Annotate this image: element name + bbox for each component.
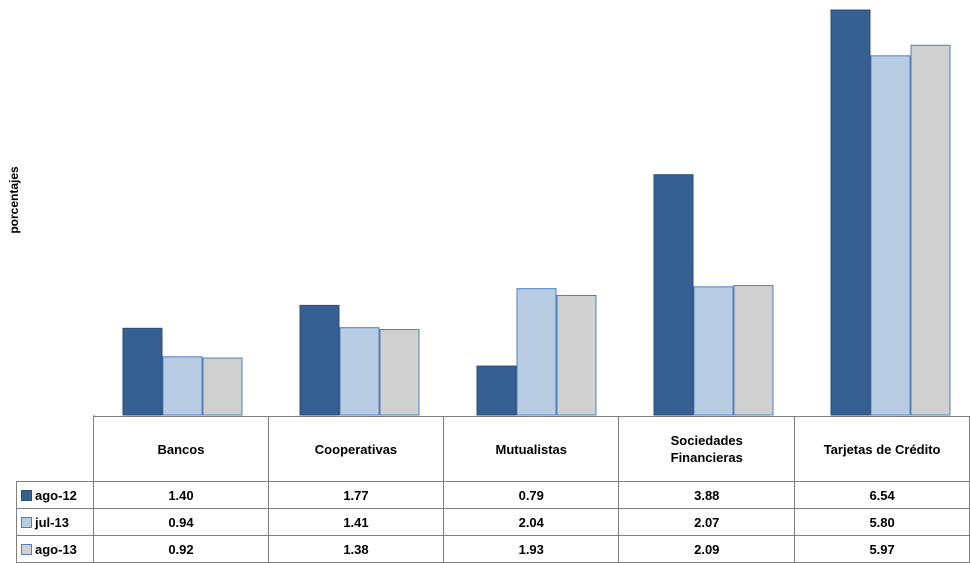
table-cell: 1.38 xyxy=(267,535,445,563)
bar-jul-13-3 xyxy=(693,286,734,416)
legend-entry-ago-13: ago-13 xyxy=(15,535,95,563)
table-cell: 5.80 xyxy=(794,508,970,536)
bar-ago-13-4 xyxy=(910,44,951,416)
table-row: ago-13 0.92 1.38 1.93 2.09 5.97 xyxy=(15,535,970,563)
table-cell: 0.92 xyxy=(93,535,269,563)
bar-ago-13-0 xyxy=(202,357,243,416)
bar-ago-12-3 xyxy=(653,174,694,416)
table-row: jul-13 0.94 1.41 2.04 2.07 5.80 xyxy=(15,508,970,536)
bar-ago-12-4 xyxy=(830,9,871,416)
bar-ago-12-1 xyxy=(299,304,340,416)
legend-label: jul-13 xyxy=(35,514,69,530)
bar-jul-13-0 xyxy=(162,356,203,416)
table-cell: 5.97 xyxy=(794,535,970,563)
legend-label: ago-13 xyxy=(35,541,77,557)
table-cell: 2.09 xyxy=(618,535,796,563)
table-cell: 6.54 xyxy=(794,481,970,509)
table-cell: 3.88 xyxy=(618,481,796,509)
table-cell: 0.79 xyxy=(443,481,620,509)
bar-ago-13-1 xyxy=(379,329,420,416)
bar-ago-13-2 xyxy=(556,294,597,416)
category-label: Tarjetas de Crédito xyxy=(794,416,970,482)
table-cell: 2.07 xyxy=(618,508,796,536)
legend-swatch xyxy=(21,489,32,501)
table-cell: 2.04 xyxy=(443,508,620,536)
legend-swatch xyxy=(21,543,32,555)
bar-ago-12-0 xyxy=(122,327,163,416)
table-cell: 1.41 xyxy=(267,508,445,536)
bar-jul-13-4 xyxy=(870,55,911,416)
table-cell: 0.94 xyxy=(93,508,269,536)
table-header-row: Bancos Cooperativas Mutualistas Sociedad… xyxy=(16,416,970,482)
table-cell: 1.93 xyxy=(443,535,620,563)
table-row: ago-12 1.40 1.77 0.79 3.88 6.54 xyxy=(15,481,970,509)
bar-ago-12-2 xyxy=(476,365,517,416)
legend-entry-ago-12: ago-12 xyxy=(15,481,95,509)
category-label: Bancos xyxy=(93,416,269,482)
category-label: Mutualistas xyxy=(443,416,620,482)
legend-entry-jul-13: jul-13 xyxy=(15,508,95,536)
category-label: Cooperativas xyxy=(267,416,445,482)
plot-area xyxy=(93,9,951,416)
bar-jul-13-2 xyxy=(516,288,557,416)
category-label: Sociedades Financieras xyxy=(618,416,796,482)
table-cell: 1.77 xyxy=(267,481,445,509)
legend-label: ago-12 xyxy=(35,487,77,503)
bar-ago-13-3 xyxy=(733,285,774,416)
table-corner-cell xyxy=(16,416,95,482)
table-cell: 1.40 xyxy=(93,481,269,509)
bar-jul-13-1 xyxy=(339,327,380,416)
data-table: Bancos Cooperativas Mutualistas Sociedad… xyxy=(15,416,970,563)
legend-swatch xyxy=(21,516,32,528)
